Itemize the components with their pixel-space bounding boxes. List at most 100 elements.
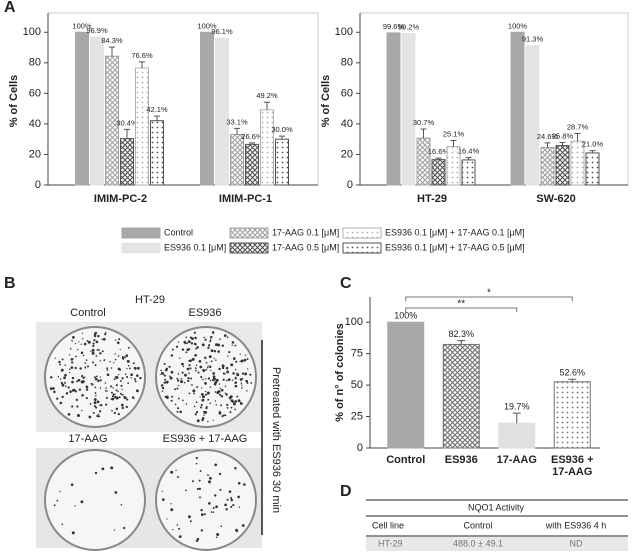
colony — [187, 515, 191, 519]
colony — [95, 355, 98, 357]
colony — [220, 404, 223, 407]
colony — [130, 377, 132, 379]
error-bar — [249, 142, 255, 145]
colony — [59, 378, 62, 380]
colony — [192, 389, 196, 393]
legend-swatch — [342, 242, 382, 254]
colony — [102, 337, 106, 341]
colony — [234, 376, 237, 379]
colony — [99, 376, 102, 378]
colony — [113, 362, 115, 364]
colony — [236, 372, 238, 374]
colony — [203, 336, 205, 339]
colony — [218, 383, 221, 385]
colony — [236, 530, 239, 533]
colony — [117, 367, 121, 371]
colony — [91, 361, 94, 364]
colony — [110, 391, 113, 394]
colony — [161, 390, 164, 392]
colony — [205, 368, 208, 371]
colony — [190, 377, 193, 380]
colony — [212, 419, 214, 421]
colony — [194, 336, 197, 340]
value-label: 16.4% — [458, 147, 480, 156]
colony — [226, 498, 229, 501]
colony — [115, 384, 118, 387]
colony — [85, 397, 88, 400]
legend-swatch — [229, 227, 269, 239]
colony — [98, 410, 102, 413]
error-bar — [574, 133, 581, 142]
bar — [387, 321, 425, 449]
colony — [132, 362, 135, 365]
colony — [200, 406, 203, 409]
colony — [243, 483, 246, 486]
colony — [71, 361, 74, 364]
colony — [226, 406, 229, 409]
x-tick-label: SW-620 — [536, 193, 576, 205]
colony — [177, 379, 180, 382]
colony — [74, 343, 77, 345]
colony — [161, 384, 163, 387]
colony — [175, 469, 177, 472]
panel-label: D — [340, 483, 352, 500]
colony — [109, 361, 111, 363]
colony — [54, 357, 56, 359]
colony — [93, 401, 97, 405]
colony — [191, 357, 195, 361]
colony — [214, 463, 218, 467]
colony — [215, 536, 218, 539]
colony — [244, 354, 247, 356]
colony — [166, 380, 169, 384]
colony — [69, 390, 72, 393]
colony — [205, 405, 208, 408]
colony — [224, 385, 227, 388]
colony — [214, 381, 218, 384]
colony — [74, 366, 77, 370]
colony — [64, 373, 67, 377]
colony — [123, 356, 126, 359]
colony — [109, 385, 113, 388]
colony — [126, 376, 129, 379]
colony — [244, 372, 248, 376]
value-label: 33.1% — [226, 117, 248, 126]
colony — [182, 399, 184, 402]
colony — [181, 371, 184, 374]
colony — [226, 379, 228, 382]
y-tick-label: 50 — [351, 379, 363, 391]
colony — [215, 343, 218, 347]
colony — [110, 367, 113, 369]
colony — [215, 505, 218, 509]
error-bar — [109, 46, 115, 57]
colony — [164, 381, 167, 384]
colony — [159, 373, 161, 375]
colony — [182, 365, 185, 368]
colony — [217, 350, 220, 353]
colony — [91, 348, 95, 352]
colony — [116, 341, 120, 345]
colony — [217, 343, 221, 347]
colony — [68, 368, 71, 371]
colony — [207, 398, 210, 401]
value-label: 99.2% — [398, 22, 420, 31]
colony — [178, 535, 182, 539]
colony — [174, 403, 177, 406]
colony — [115, 376, 119, 379]
colony — [203, 410, 205, 413]
colony — [89, 403, 92, 405]
y-axis-label: % of Cells — [320, 75, 332, 128]
colony — [84, 362, 87, 364]
colony — [193, 331, 196, 334]
error-bar — [512, 412, 521, 424]
colony — [76, 380, 79, 383]
colony — [172, 528, 174, 531]
colony — [207, 344, 210, 347]
colony — [97, 349, 100, 351]
colony — [178, 527, 181, 530]
colony — [126, 398, 128, 401]
colony — [184, 373, 187, 377]
colony — [72, 358, 74, 360]
colony — [189, 336, 193, 339]
colony — [121, 406, 124, 410]
colony — [221, 415, 224, 418]
